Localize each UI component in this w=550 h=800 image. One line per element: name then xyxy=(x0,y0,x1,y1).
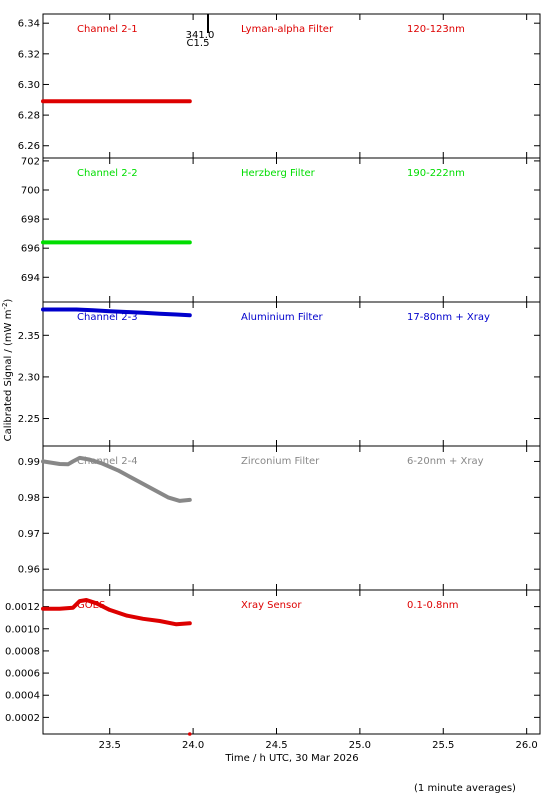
y-tick-label: 6.28 xyxy=(18,111,40,122)
x-tick-label: 25.5 xyxy=(432,740,454,751)
x-tick-label: 24.5 xyxy=(265,740,287,751)
panel-frame xyxy=(42,13,541,159)
y-tick-label: 0.0002 xyxy=(5,713,40,724)
panels: 6.26 6.28 6.30 6.32 6.34 Channel 2-1 Lyman-alp… xyxy=(5,13,541,735)
filter-label: Xray Sensor xyxy=(241,600,302,611)
x-axis: 23.5 24.0 24.5 25.0 25.5 26.0 xyxy=(99,732,538,751)
x-tick-label: 24.0 xyxy=(182,740,204,751)
panel-5: 0.0002 0.0004 0.0006 0.0008 0.0010 0.0012 GOES… xyxy=(5,589,541,735)
panel-frame xyxy=(42,157,541,303)
range-label: 120-123nm xyxy=(407,24,465,35)
y-tick-label: 0.0008 xyxy=(5,646,40,657)
y-tick-label: 2.25 xyxy=(18,414,40,425)
y-tick-label: 700 xyxy=(21,186,40,197)
y-tick-label: 0.97 xyxy=(18,529,40,540)
y-axis-label-sup: -2 xyxy=(1,303,9,310)
filter-label: Lyman-alpha Filter xyxy=(241,24,334,35)
y-tick-label: 6.26 xyxy=(18,141,40,152)
range-label: 6-20nm + Xray xyxy=(407,456,484,467)
y-tick-label: 0.0004 xyxy=(5,691,40,702)
y-tick-label: 698 xyxy=(21,215,40,226)
channel-label: Channel 2-3 xyxy=(77,312,138,323)
y-tick-label: 702 xyxy=(21,156,40,167)
y-tick-label: 0.99 xyxy=(18,457,40,468)
y-tick-label: 2.35 xyxy=(18,331,40,342)
channel-label: GOES xyxy=(77,600,105,611)
now-marker xyxy=(187,732,192,736)
y-tick-label: 0.98 xyxy=(18,493,40,504)
panel-4: 0.96 0.97 0.98 0.99 Channel 2-4 Zirconium Fil… xyxy=(18,445,541,591)
y-tick-label: 0.96 xyxy=(18,565,40,576)
footnote: (1 minute averages) xyxy=(414,783,516,794)
panel-2: 694 696 698 700 702 Channel 2-2 Herzberg Filte… xyxy=(21,156,541,303)
flare-marker-top: 341.0 xyxy=(186,30,215,41)
x-tick-label: 25.0 xyxy=(349,740,371,751)
channel-label: Channel 2-1 xyxy=(77,24,138,35)
panel-frame xyxy=(42,301,541,447)
channel-label: Channel 2-2 xyxy=(77,168,138,179)
flare-marker-bottom: C1.5 xyxy=(187,38,210,49)
y-tick-label: 696 xyxy=(21,244,40,255)
panel-frame xyxy=(42,589,541,735)
series-line xyxy=(41,307,192,318)
filter-label: Herzberg Filter xyxy=(241,168,316,179)
y-tick-label: 694 xyxy=(21,273,40,284)
panel-3: 2.25 2.30 2.35 Channel 2-3 Aluminium Filter 1… xyxy=(18,301,541,447)
x-tick-label: 26.0 xyxy=(516,740,538,751)
range-label: 0.1-0.8nm xyxy=(407,600,459,611)
y-tick-label: 0.0010 xyxy=(5,624,40,635)
filter-label: Zirconium Filter xyxy=(241,456,320,467)
y-tick-label: 2.30 xyxy=(18,372,40,383)
panel-frame xyxy=(42,445,541,591)
filter-label: Aluminium Filter xyxy=(241,312,324,323)
channel-label: Channel 2-4 xyxy=(77,456,138,467)
x-axis-label: Time / h UTC, 30 Mar 2026 xyxy=(224,753,358,764)
range-label: 190-222nm xyxy=(407,168,465,179)
y-tick-label: 0.0006 xyxy=(5,669,40,680)
panel-1: 6.26 6.28 6.30 6.32 6.34 Channel 2-1 Lyman-alp… xyxy=(18,13,541,159)
range-label: 17-80nm + Xray xyxy=(407,312,490,323)
series-line xyxy=(41,598,192,627)
x-tick-label: 23.5 xyxy=(99,740,121,751)
y-axis-label: Calibrated Signal / (mW m-2) xyxy=(1,299,14,442)
series-line xyxy=(41,455,192,503)
y-tick-label: 0.0012 xyxy=(5,602,40,613)
y-tick-label: 6.34 xyxy=(18,19,40,30)
y-tick-label: 6.30 xyxy=(18,80,40,91)
y-tick-label: 6.32 xyxy=(18,49,40,60)
